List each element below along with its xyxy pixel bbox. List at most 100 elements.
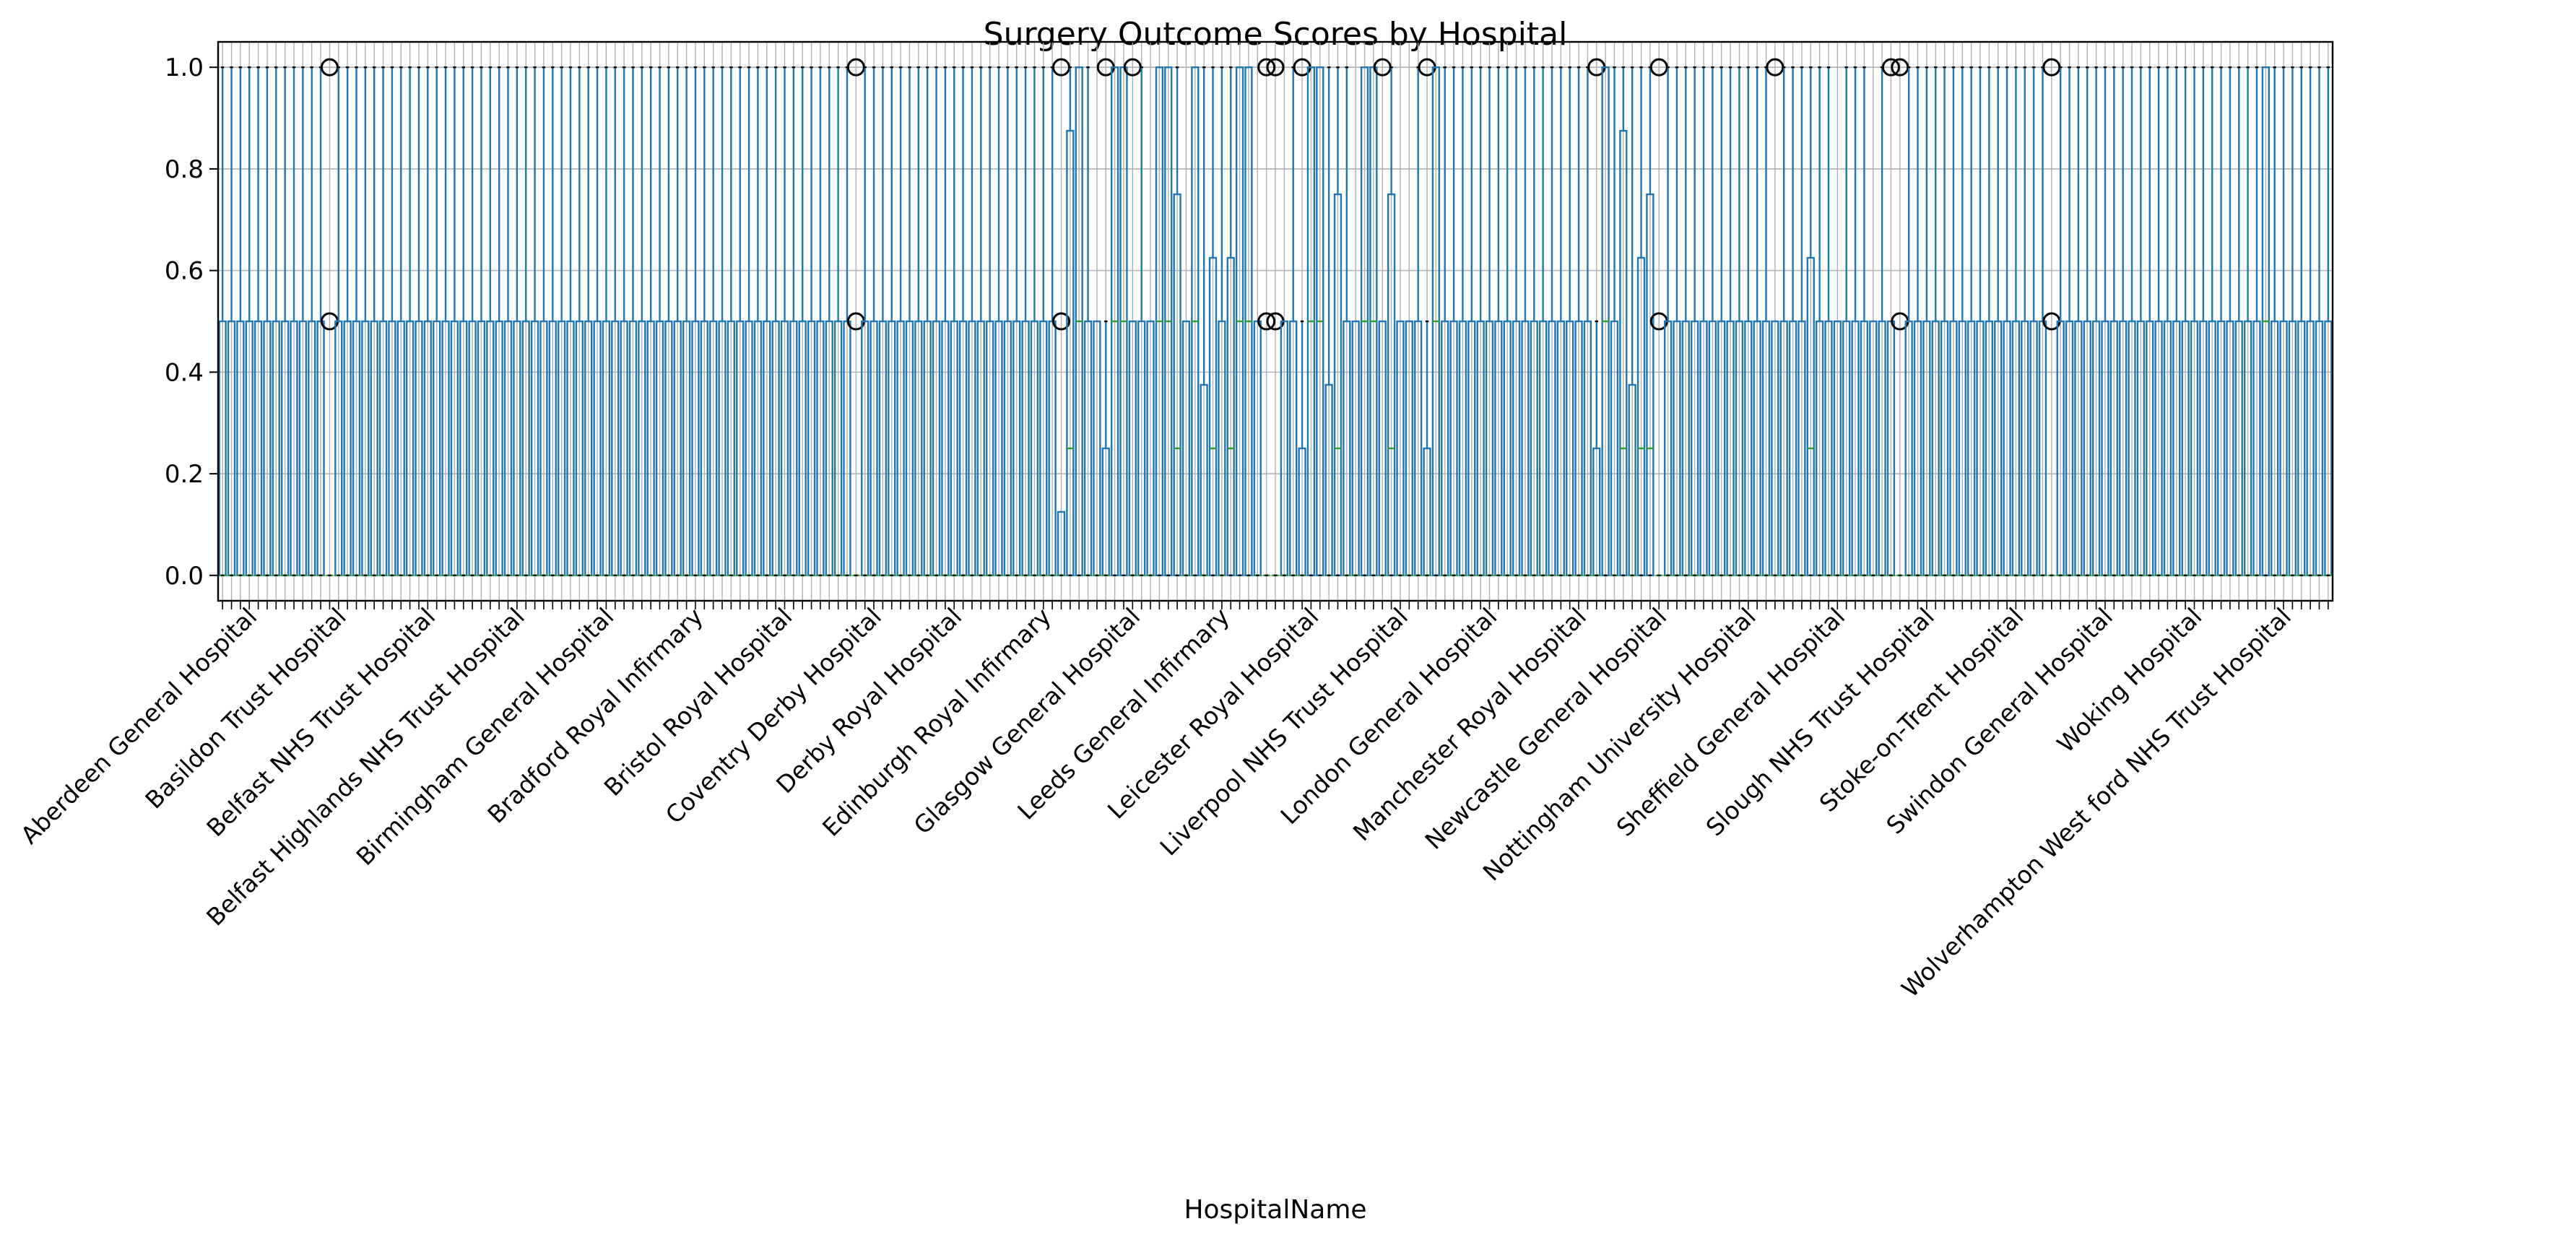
box	[2297, 66, 2306, 577]
box	[602, 66, 611, 577]
box	[1744, 66, 1753, 577]
box	[343, 66, 352, 577]
box	[2199, 66, 2208, 577]
box	[378, 66, 388, 577]
box	[1418, 58, 1436, 577]
box	[575, 66, 584, 577]
box	[1503, 66, 1512, 577]
box	[503, 66, 513, 577]
box	[1735, 66, 1744, 577]
y-tick-label: 0.8	[165, 155, 204, 184]
box	[521, 66, 530, 577]
box	[1985, 66, 1994, 577]
box	[807, 66, 816, 577]
y-tick-label: 0.6	[165, 257, 204, 286]
box	[477, 66, 486, 577]
box	[1387, 66, 1396, 577]
box	[1360, 66, 1369, 577]
box	[1316, 66, 1324, 577]
box	[584, 66, 593, 577]
box	[825, 66, 833, 577]
box	[2226, 66, 2234, 577]
box	[1994, 66, 2003, 577]
box	[298, 66, 308, 577]
box	[2074, 66, 2083, 577]
box	[423, 66, 432, 577]
box	[682, 66, 691, 577]
box	[798, 66, 807, 577]
box	[2261, 66, 2270, 577]
box	[941, 66, 950, 577]
box	[1636, 66, 1646, 577]
box	[1788, 66, 1797, 577]
box	[638, 66, 646, 577]
box	[2172, 66, 2181, 577]
box	[861, 66, 869, 577]
box	[1066, 66, 1075, 577]
box	[415, 66, 423, 577]
box	[2306, 66, 2315, 577]
box	[1218, 66, 1226, 577]
box	[2021, 66, 2029, 577]
box	[753, 66, 763, 577]
box	[2208, 66, 2216, 577]
y-tick-label: 0.4	[165, 358, 204, 387]
y-axis-ticks: 0.0 0.2 0.4 0.6 0.8 1.0	[165, 53, 218, 591]
box	[1164, 66, 1173, 577]
box	[1414, 66, 1423, 577]
box	[2243, 66, 2252, 577]
box	[548, 66, 557, 577]
box	[1708, 66, 1717, 577]
box	[1333, 66, 1343, 577]
box	[691, 66, 700, 577]
box	[1110, 66, 1119, 577]
box	[2056, 66, 2065, 577]
x-axis-ticks	[222, 601, 2329, 609]
box	[780, 66, 789, 577]
box	[1699, 66, 1708, 577]
box	[2288, 66, 2297, 577]
box	[1797, 66, 1806, 577]
box	[763, 66, 771, 577]
box	[1039, 66, 1048, 577]
box	[986, 66, 994, 577]
box	[1878, 66, 1886, 577]
box	[2154, 66, 2163, 577]
box	[646, 66, 655, 577]
box	[968, 66, 976, 577]
box	[1476, 66, 1485, 577]
box	[1681, 66, 1690, 577]
box	[745, 66, 753, 577]
box	[1244, 66, 1253, 577]
box	[727, 66, 736, 577]
box	[1521, 66, 1530, 577]
box	[1726, 66, 1735, 577]
outlier-point	[1257, 58, 1276, 77]
box	[1949, 66, 1958, 577]
box	[236, 66, 245, 577]
box	[2181, 66, 2190, 577]
box	[495, 66, 503, 577]
box	[1530, 66, 1538, 577]
box	[1869, 320, 1878, 577]
box	[1663, 66, 1673, 577]
box	[994, 66, 1003, 577]
y-tick-label: 1.0	[165, 53, 204, 82]
box	[1494, 66, 1503, 577]
box	[1538, 66, 1548, 577]
box	[1280, 320, 1289, 577]
box	[557, 66, 566, 577]
box	[1931, 66, 1940, 577]
box	[2234, 66, 2243, 577]
box	[227, 66, 236, 577]
box	[2083, 66, 2091, 577]
box	[709, 66, 718, 577]
box	[1717, 66, 1726, 577]
box	[1628, 66, 1636, 577]
box	[441, 66, 450, 577]
box	[718, 66, 727, 577]
box	[1913, 66, 1922, 577]
box	[1343, 66, 1351, 577]
box	[1021, 66, 1030, 577]
